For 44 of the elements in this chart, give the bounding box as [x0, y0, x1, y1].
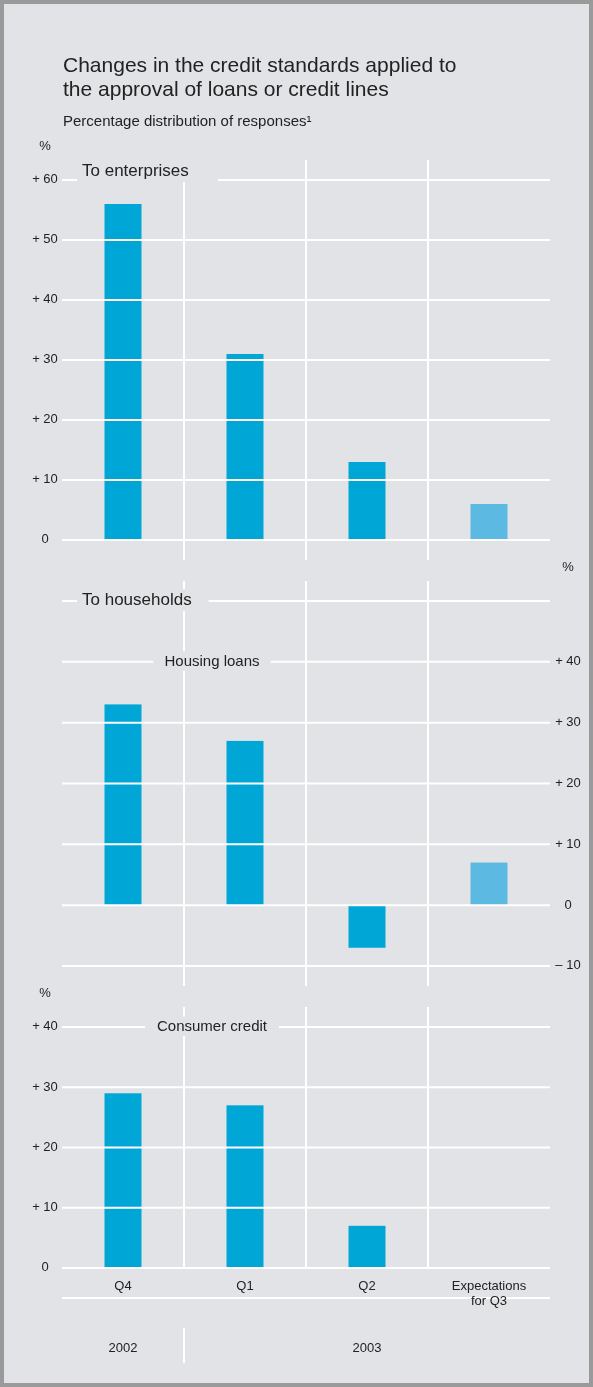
- y-axis-title: %: [39, 985, 52, 1000]
- y-axis-title: %: [39, 138, 52, 153]
- y-tick-label: + 10: [32, 1199, 58, 1215]
- y-tick-label: + 10: [32, 471, 58, 487]
- y-tick-label: + 60: [32, 171, 58, 187]
- annotation: To enterprises: [82, 161, 189, 181]
- y2-tick-label: 0: [564, 896, 572, 912]
- y-tick-label: + 40: [32, 291, 58, 307]
- y-tick-label: + 30: [32, 1078, 58, 1094]
- bar: [226, 740, 264, 906]
- bar: [104, 1093, 142, 1268]
- x-tick-label: Q4: [114, 1278, 132, 1293]
- text: 2003: [352, 1340, 382, 1355]
- x-tick-label: Expectations for Q3: [451, 1278, 527, 1308]
- y-tick-label: + 30: [32, 351, 58, 367]
- bar: [226, 1105, 264, 1268]
- text: 2002: [108, 1340, 138, 1355]
- y-tick-label: + 50: [32, 231, 58, 247]
- y-tick-label: 0: [41, 531, 49, 547]
- y2-tick-label: + 20: [555, 774, 581, 790]
- chart-title: Changes in the credit standards applied to the approval of loans or credit lines: [63, 53, 457, 100]
- chart-subtitle: Percentage distribution of responses¹: [63, 112, 312, 129]
- text: Housing loans: [164, 651, 260, 669]
- y-tick-label: 0: [41, 1259, 49, 1275]
- bar: [348, 905, 386, 948]
- bar: [348, 1225, 386, 1268]
- bar: [226, 354, 264, 540]
- chart-title: Consumer credit: [156, 1016, 268, 1034]
- annotation: To households: [82, 590, 192, 610]
- y-tick-label: + 40: [32, 1018, 58, 1034]
- y2-tick-label: + 10: [555, 835, 581, 851]
- y2-tick-label: – 10: [555, 957, 581, 973]
- bar: [104, 704, 142, 906]
- x-tick-label: Q2: [358, 1278, 376, 1293]
- bar: [348, 462, 386, 540]
- y-tick-label: + 20: [32, 411, 58, 427]
- y2-tick-label: + 30: [555, 714, 581, 730]
- y2-axis-title: %: [562, 559, 575, 574]
- x-tick-label: Q1: [236, 1278, 254, 1293]
- bar: [104, 204, 142, 540]
- bar: [470, 504, 508, 540]
- bar: [470, 862, 508, 906]
- y2-tick-label: + 40: [555, 653, 581, 669]
- y-tick-label: + 20: [32, 1138, 58, 1154]
